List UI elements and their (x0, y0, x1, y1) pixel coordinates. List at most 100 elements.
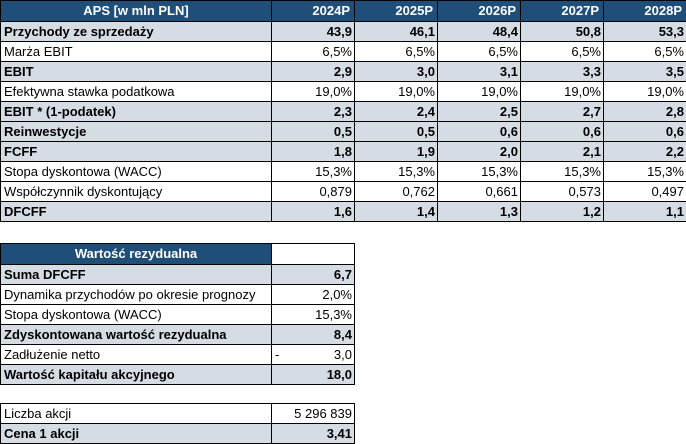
row-label: Marża EBIT (0, 41, 272, 62)
cell-value: 2,7 (520, 101, 604, 122)
cell-value: 6,5% (603, 41, 686, 62)
residual-header-blank (271, 243, 355, 265)
cell-value: 2,8 (603, 101, 686, 122)
cell-value: 48,4 (437, 21, 521, 42)
row-ebit: EBIT 2,9 3,0 3,1 3,3 3,5 (0, 61, 686, 82)
row-discounted-residual: Zdyskontowana wartość rezydualna 8,4 (0, 324, 355, 345)
minus-sign: - (275, 347, 280, 362)
cell-value: 19,0% (271, 81, 355, 102)
row-fcff: FCFF 1,8 1,9 2,0 2,1 2,2 (0, 141, 686, 162)
row-label: EBIT (0, 61, 272, 82)
row-label: EBIT * (1-podatek) (0, 101, 272, 122)
cell-value: 1,3 (437, 201, 521, 222)
cell-value: 3,0 (354, 61, 438, 82)
cell-value: 6,5% (520, 41, 604, 62)
cell-value: 18,0 (271, 364, 355, 385)
row-equity-value: Wartość kapitału akcyjnego 18,0 (0, 364, 355, 385)
cell-value: 15,3% (354, 161, 438, 182)
row-residual-wacc: Stopa dyskontowa (WACC) 15,3% (0, 304, 355, 325)
cell-value: 15,3% (603, 161, 686, 182)
cell-value: 2,2 (603, 141, 686, 162)
row-dfcff: DFCFF 1,6 1,4 1,3 1,2 1,1 (0, 201, 686, 222)
header-row: APS [w mln PLN] 2024P 2025P 2026P 2027P … (0, 0, 686, 22)
row-label: DFCFF (0, 201, 272, 222)
cell-value: 15,3% (520, 161, 604, 182)
row-revenue-growth: Dynamika przychodów po okresie prognozy … (0, 284, 355, 305)
row-wacc: Stopa dyskontowa (WACC) 15,3% 15,3% 15,3… (0, 161, 686, 182)
header-title: APS [w mln PLN] (0, 0, 272, 22)
cell-value: 0,762 (354, 181, 438, 202)
cell-value: - 3,0 (271, 344, 355, 365)
cell-value: 0,879 (271, 181, 355, 202)
header-year-2027: 2027P (520, 0, 604, 22)
cell-value: 0,661 (437, 181, 521, 202)
cell-value: 46,1 (354, 21, 438, 42)
residual-header-title: Wartość rezydualna (0, 243, 272, 265)
cell-value: 1,4 (354, 201, 438, 222)
row-label: Efektywna stawka podatkowa (0, 81, 272, 102)
cell-value: 6,5% (354, 41, 438, 62)
row-share-count: Liczba akcji 5 296 839 (0, 403, 355, 424)
row-label: Przychody ze sprzedaży (0, 21, 272, 42)
header-year-2024: 2024P (271, 0, 355, 22)
cell-value: 19,0% (354, 81, 438, 102)
cell-value: 19,0% (603, 81, 686, 102)
cell-value: 2,4 (354, 101, 438, 122)
cell-value: 6,5% (437, 41, 521, 62)
share-price-table: Liczba akcji 5 296 839 Cena 1 akcji 3,41 (0, 403, 355, 444)
cell-value: 50,8 (520, 21, 604, 42)
row-revenue: Przychody ze sprzedaży 43,9 46,1 48,4 50… (0, 21, 686, 42)
cell-value: 0,6 (437, 121, 521, 142)
row-share-price: Cena 1 akcji 3,41 (0, 423, 355, 444)
cell-value: 2,3 (271, 101, 355, 122)
row-discount-factor: Współczynnik dyskontujący 0,879 0,762 0,… (0, 181, 686, 202)
cell-value: 2,0 (437, 141, 521, 162)
cell-value: 3,3 (520, 61, 604, 82)
row-label: Reinwestycje (0, 121, 272, 142)
cell-value: 2,5 (437, 101, 521, 122)
cell-value: 15,3% (437, 161, 521, 182)
row-label: Cena 1 akcji (0, 423, 272, 444)
cell-value: 2,1 (520, 141, 604, 162)
cell-value: 53,3 (603, 21, 686, 42)
row-label: Stopa dyskontowa (WACC) (0, 161, 272, 182)
cell-value: 0,5 (271, 121, 355, 142)
row-label: Dynamika przychodów po okresie prognozy (0, 284, 272, 305)
cell-value: 6,7 (271, 264, 355, 285)
cell-value: 0,5 (354, 121, 438, 142)
cell-value: 43,9 (271, 21, 355, 42)
cell-value: 1,6 (271, 201, 355, 222)
row-label: Liczba akcji (0, 403, 272, 424)
cell-value: 3,41 (271, 423, 355, 444)
row-label: Suma DFCFF (0, 264, 272, 285)
cell-value: 1,1 (603, 201, 686, 222)
cell-value: 0,6 (520, 121, 604, 142)
row-label: Zdyskontowana wartość rezydualna (0, 324, 272, 345)
cell-value: 15,3% (271, 161, 355, 182)
row-sum-dfcff: Suma DFCFF 6,7 (0, 264, 355, 285)
cell-value: 8,4 (271, 324, 355, 345)
row-label: Wartość kapitału akcyjnego (0, 364, 272, 385)
residual-value-table: Wartość rezydualna Suma DFCFF 6,7 Dynami… (0, 243, 355, 385)
row-label: Współczynnik dyskontujący (0, 181, 272, 202)
residual-header-row: Wartość rezydualna (0, 243, 355, 265)
header-year-2025: 2025P (354, 0, 438, 22)
cell-value: 19,0% (437, 81, 521, 102)
cell-value: 3,1 (437, 61, 521, 82)
header-year-2026: 2026P (437, 0, 521, 22)
cell-value: 5 296 839 (271, 403, 355, 424)
net-debt-value: 3,0 (333, 347, 352, 362)
cell-value: 19,0% (520, 81, 604, 102)
cell-value: 1,8 (271, 141, 355, 162)
cell-value: 0,497 (603, 181, 686, 202)
row-tax-rate: Efektywna stawka podatkowa 19,0% 19,0% 1… (0, 81, 686, 102)
cell-value: 0,573 (520, 181, 604, 202)
cell-value: 6,5% (271, 41, 355, 62)
row-ebit-margin: Marża EBIT 6,5% 6,5% 6,5% 6,5% 6,5% (0, 41, 686, 62)
cell-value: 2,0% (271, 284, 355, 305)
cell-value: 3,5 (603, 61, 686, 82)
cell-value: 1,9 (354, 141, 438, 162)
row-label: FCFF (0, 141, 272, 162)
cell-value: 1,2 (520, 201, 604, 222)
dcf-forecast-table: APS [w mln PLN] 2024P 2025P 2026P 2027P … (0, 0, 686, 222)
